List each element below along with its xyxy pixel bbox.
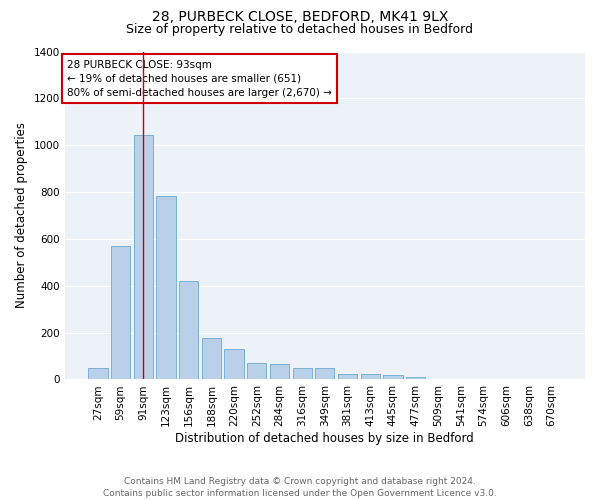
- Text: 28, PURBECK CLOSE, BEDFORD, MK41 9LX: 28, PURBECK CLOSE, BEDFORD, MK41 9LX: [152, 10, 448, 24]
- Bar: [157, 196, 176, 380]
- Text: 28 PURBECK CLOSE: 93sqm
← 19% of detached houses are smaller (651)
80% of semi-d: 28 PURBECK CLOSE: 93sqm ← 19% of detache…: [67, 60, 332, 98]
- Bar: [134, 136, 153, 380]
- Y-axis label: Number of detached properties: Number of detached properties: [15, 122, 28, 308]
- Bar: [361, 374, 380, 380]
- Bar: [247, 363, 266, 380]
- Bar: [111, 246, 130, 380]
- Text: Size of property relative to detached houses in Bedford: Size of property relative to detached ho…: [127, 22, 473, 36]
- Bar: [88, 368, 107, 380]
- X-axis label: Distribution of detached houses by size in Bedford: Distribution of detached houses by size …: [175, 432, 474, 445]
- Bar: [202, 338, 221, 380]
- Bar: [270, 364, 289, 380]
- Bar: [179, 281, 199, 380]
- Bar: [338, 374, 357, 380]
- Bar: [315, 368, 334, 380]
- Bar: [293, 368, 312, 380]
- Text: Contains HM Land Registry data © Crown copyright and database right 2024.
Contai: Contains HM Land Registry data © Crown c…: [103, 476, 497, 498]
- Bar: [224, 349, 244, 380]
- Bar: [406, 376, 425, 380]
- Bar: [383, 375, 403, 380]
